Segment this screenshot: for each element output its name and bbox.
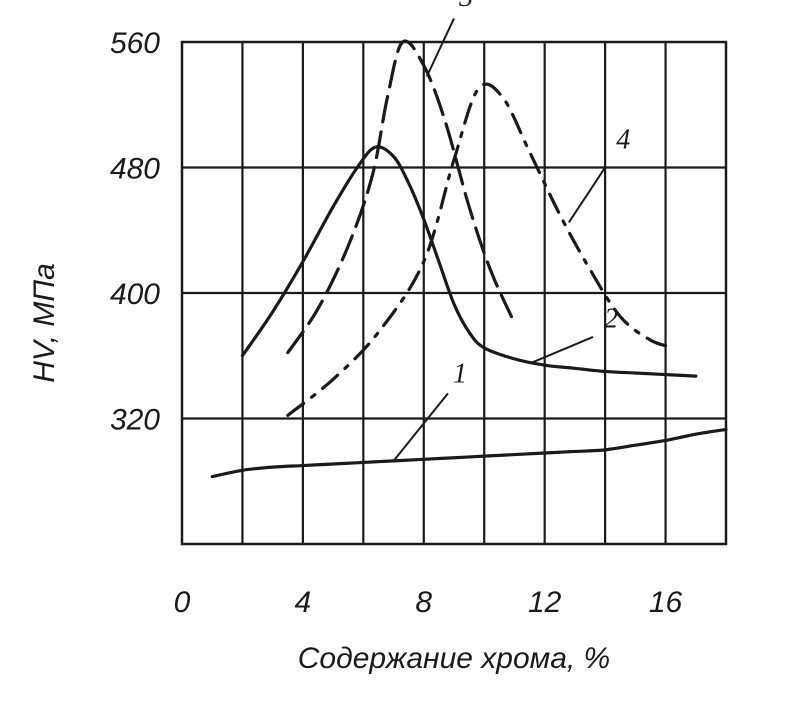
leader-line-2 — [529, 336, 594, 365]
series-label-1: 1 — [453, 358, 467, 389]
x-tick-label: 4 — [295, 586, 312, 619]
series-line-4 — [286, 82, 677, 417]
series-label-3: 3 — [458, 0, 473, 13]
y-tick-label: 400 — [110, 278, 160, 311]
x-tick-label: 12 — [528, 586, 562, 619]
y-axis-title: HV, МПа — [28, 263, 61, 383]
x-tick-label: 8 — [415, 586, 432, 619]
x-axis-title: Содержание хрома, % — [298, 642, 610, 675]
leader-line-1 — [392, 392, 449, 462]
series-label-2: 2 — [604, 304, 618, 335]
series-layer — [210, 39, 728, 479]
series-line-1 — [210, 427, 728, 479]
y-tick-label: 480 — [110, 153, 160, 186]
series-label-4: 4 — [616, 125, 630, 156]
labels-layer: 1 2 3 4 — [392, 0, 630, 462]
series-line-3 — [286, 39, 514, 355]
y-tick-label: 560 — [110, 27, 160, 60]
x-tick-label: 0 — [174, 586, 191, 619]
y-tick-label: 320 — [110, 404, 160, 437]
leader-line-3 — [425, 18, 455, 77]
series-line-2 — [240, 145, 698, 378]
leader-line-4 — [568, 166, 606, 223]
x-tick-label: 16 — [649, 586, 683, 619]
